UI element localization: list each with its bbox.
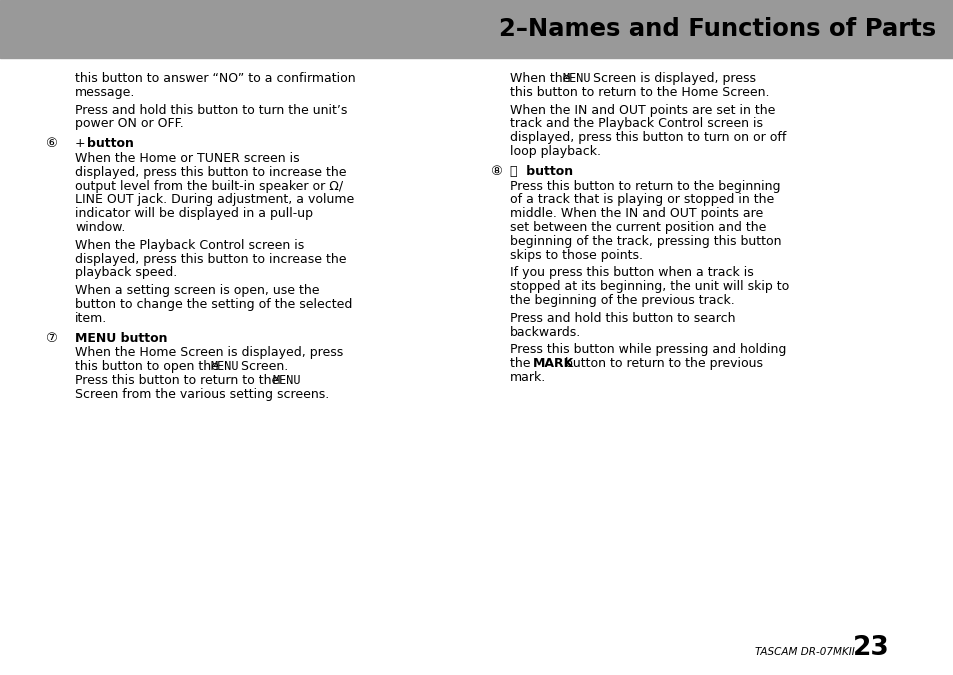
Text: loop playback.: loop playback. xyxy=(510,145,600,158)
Text: When the Home or TUNER screen is: When the Home or TUNER screen is xyxy=(75,152,299,165)
Text: Press and hold this button to turn the unit’s: Press and hold this button to turn the u… xyxy=(75,103,347,117)
Text: stopped at its beginning, the unit will skip to: stopped at its beginning, the unit will … xyxy=(510,280,788,293)
Text: button to change the setting of the selected: button to change the setting of the sele… xyxy=(75,298,352,311)
Text: MENU: MENU xyxy=(273,374,301,387)
Text: TASCAM DR-07MKII: TASCAM DR-07MKII xyxy=(755,647,854,657)
Text: displayed, press this button to turn on or off: displayed, press this button to turn on … xyxy=(510,131,785,144)
Text: 23: 23 xyxy=(852,635,889,661)
Text: beginning of the track, pressing this button: beginning of the track, pressing this bu… xyxy=(510,235,781,248)
Text: MENU: MENU xyxy=(562,72,591,85)
Text: Press this button to return to the beginning: Press this button to return to the begin… xyxy=(510,180,780,192)
Text: When the IN and OUT points are set in the: When the IN and OUT points are set in th… xyxy=(510,103,775,117)
Text: this button to open the: this button to open the xyxy=(75,360,223,373)
Text: set between the current position and the: set between the current position and the xyxy=(510,221,765,234)
Text: Press this button to return to the: Press this button to return to the xyxy=(75,374,283,387)
Text: Press and hold this button to search: Press and hold this button to search xyxy=(510,312,735,325)
Text: ⑦: ⑦ xyxy=(45,331,57,345)
Bar xyxy=(0,0,953,58)
Text: MARK: MARK xyxy=(533,357,574,370)
Text: indicator will be displayed in a pull-up: indicator will be displayed in a pull-up xyxy=(75,207,313,220)
Text: button: button xyxy=(87,137,133,151)
Text: displayed, press this button to increase the: displayed, press this button to increase… xyxy=(75,252,346,265)
Text: If you press this button when a track is: If you press this button when a track is xyxy=(510,267,753,279)
Text: of a track that is playing or stopped in the: of a track that is playing or stopped in… xyxy=(510,194,774,207)
Text: Screen.: Screen. xyxy=(236,360,288,373)
Text: ⑥: ⑥ xyxy=(45,137,57,151)
Text: 2–Names and Functions of Parts: 2–Names and Functions of Parts xyxy=(498,17,935,41)
Text: ⑧: ⑧ xyxy=(490,165,501,178)
Text: item.: item. xyxy=(75,312,107,325)
Text: middle. When the IN and OUT points are: middle. When the IN and OUT points are xyxy=(510,207,762,220)
Text: LINE OUT jack. During adjustment, a volume: LINE OUT jack. During adjustment, a volu… xyxy=(75,194,354,207)
Text: backwards.: backwards. xyxy=(510,325,580,339)
Text: button to return to the previous: button to return to the previous xyxy=(560,357,762,370)
Text: this button to answer “NO” to a confirmation: this button to answer “NO” to a confirma… xyxy=(75,72,355,85)
Text: MENU: MENU xyxy=(211,360,239,373)
Text: Screen is displayed, press: Screen is displayed, press xyxy=(588,72,755,85)
Text: track and the Playback Control screen is: track and the Playback Control screen is xyxy=(510,117,762,130)
Text: When the Playback Control screen is: When the Playback Control screen is xyxy=(75,239,304,252)
Text: Screen from the various setting screens.: Screen from the various setting screens. xyxy=(75,388,329,401)
Text: When the Home Screen is displayed, press: When the Home Screen is displayed, press xyxy=(75,346,343,359)
Text: window.: window. xyxy=(75,221,125,234)
Text: When the: When the xyxy=(510,72,574,85)
Text: mark.: mark. xyxy=(510,371,546,384)
Text: the beginning of the previous track.: the beginning of the previous track. xyxy=(510,294,734,307)
Text: this button to return to the Home Screen.: this button to return to the Home Screen… xyxy=(510,86,769,99)
Text: +: + xyxy=(75,137,90,151)
Text: Press this button while pressing and holding: Press this button while pressing and hol… xyxy=(510,344,785,356)
Text: output level from the built-in speaker or Ω/: output level from the built-in speaker o… xyxy=(75,180,343,192)
Text: skips to those points.: skips to those points. xyxy=(510,248,642,262)
Text: MENU button: MENU button xyxy=(75,331,168,345)
Text: ⏮  button: ⏮ button xyxy=(510,165,573,178)
Text: displayed, press this button to increase the: displayed, press this button to increase… xyxy=(75,166,346,179)
Text: the: the xyxy=(510,357,534,370)
Text: playback speed.: playback speed. xyxy=(75,267,177,279)
Text: power ON or OFF.: power ON or OFF. xyxy=(75,117,184,130)
Text: When a setting screen is open, use the: When a setting screen is open, use the xyxy=(75,284,319,297)
Text: message.: message. xyxy=(75,86,135,99)
